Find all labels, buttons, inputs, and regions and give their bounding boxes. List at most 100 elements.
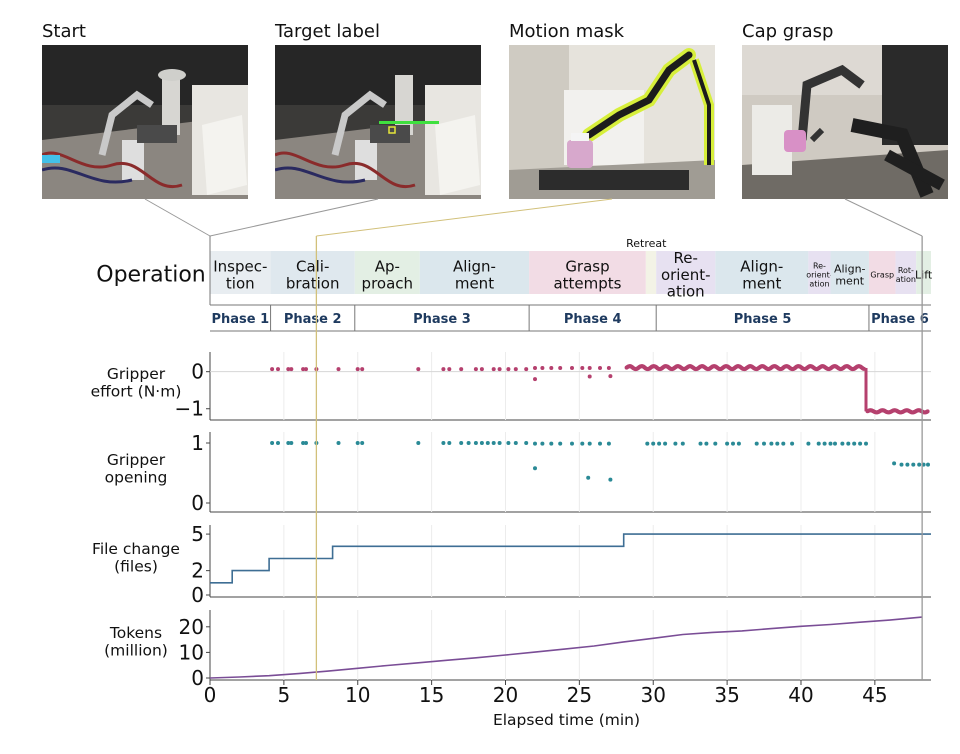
panel-opening-point-51 <box>806 441 811 446</box>
panel-opening-point-47 <box>769 441 774 446</box>
panel-effort-point-14 <box>459 367 464 372</box>
panel-opening-point-63 <box>905 462 910 467</box>
panel-opening-point-5 <box>301 441 306 445</box>
operation-segment-label-2: Cali-bration <box>286 258 340 293</box>
panel-opening-point-67 <box>926 462 930 467</box>
panel-effort-dense-2-point-75 <box>925 409 930 414</box>
x-tick-label-6: 25 <box>567 683 592 707</box>
time-markers <box>315 236 923 680</box>
panel-opening-point-1 <box>270 441 275 445</box>
panel-tokens-ytick-label-2: 10 <box>179 640 204 664</box>
panel-opening-point-69 <box>586 475 591 480</box>
panel-opening-ylabel: Gripper opening <box>105 451 168 486</box>
x-tick-label-5: 20 <box>493 683 518 707</box>
panel-opening-point-54 <box>828 441 833 446</box>
panel-tokens-ylabel: Tokens (million) <box>104 624 168 659</box>
panel-opening-point-39 <box>698 441 703 446</box>
operation-segment-9 <box>808 251 831 294</box>
panel-opening-point-18 <box>485 441 490 445</box>
photo-connector-lines <box>144 198 923 237</box>
panel-opening-point-65 <box>917 462 922 467</box>
panel-effort-point-11 <box>416 367 421 372</box>
operation-segment-label-8: Align-ment <box>740 258 783 293</box>
operation-segment-4 <box>419 251 530 294</box>
panel-opening-point-34 <box>651 441 656 446</box>
panel-effort-point-31 <box>533 377 537 382</box>
operation-segment-label-13: Lift <box>915 269 933 282</box>
panel-opening-point-2 <box>276 441 280 445</box>
panel-opening-point-56 <box>840 441 845 446</box>
panel-effort-point-28 <box>587 366 592 370</box>
connector-line-1 <box>144 198 211 237</box>
panel-effort-ylabel: Gripper effort (N·m) <box>91 365 182 400</box>
panel-effort-point-19 <box>506 367 511 372</box>
panel-effort-point-8 <box>336 367 341 372</box>
operation-segment-13 <box>916 251 931 294</box>
panel-files-line <box>210 533 931 584</box>
panel-opening-point-42 <box>725 441 730 446</box>
panel-opening-point-43 <box>731 441 735 446</box>
panel-files-ytick-label-3: 0 <box>191 583 204 607</box>
panel-opening-point-46 <box>762 441 766 446</box>
panel-effort-ytick-label-2: −1 <box>175 397 204 421</box>
panel-effort-point-5 <box>301 367 306 372</box>
panel-opening-point-3 <box>286 441 291 445</box>
panel-opening-point-70 <box>608 477 613 482</box>
operation-segment-label-10: Align-ment <box>834 262 866 287</box>
panel-opening-ytick-label-2: 0 <box>191 491 204 515</box>
panel-effort-point-9 <box>355 367 360 372</box>
operation-segment-6 <box>645 251 657 294</box>
panel-effort-point-33 <box>608 374 613 379</box>
panel-opening-point-26 <box>549 441 554 446</box>
phase-label-5: Phase 5 <box>734 312 792 327</box>
panel-opening-point-12 <box>441 441 446 445</box>
panel-effort-point-12 <box>441 367 446 372</box>
panel-files-ytick-label-1: 5 <box>191 522 204 546</box>
panel-effort-point-18 <box>497 367 502 372</box>
x-tick-label-4: 15 <box>419 683 444 707</box>
panel-opening-point-20 <box>497 441 502 445</box>
panel-opening-point-10 <box>360 441 365 445</box>
panel-opening-point-16 <box>473 441 478 445</box>
panel-opening-point-30 <box>587 441 592 446</box>
panel-opening-point-17 <box>479 441 484 445</box>
panel-opening-point-22 <box>513 441 518 445</box>
robot-arm-motion-mask-photo <box>509 45 715 199</box>
connector-line-3 <box>316 198 613 237</box>
panel-opening-point-19 <box>491 441 496 445</box>
operation-segment-7 <box>656 251 716 294</box>
photo-title-motion-mask: Motion mask <box>509 21 625 42</box>
x-tick-label-10: 45 <box>862 683 887 707</box>
panel-opening-point-58 <box>852 441 857 446</box>
panel-effort-point-27 <box>580 366 585 370</box>
panel-opening-point-49 <box>781 441 786 446</box>
panel-opening-point-14 <box>459 441 464 445</box>
panel-files-ytick-label-2: 2 <box>191 559 204 583</box>
panel-opening-point-13 <box>447 441 452 445</box>
panel-effort-point-20 <box>513 367 518 372</box>
photo-title-cap-grasp: Cap grasp <box>742 21 834 42</box>
panel-effort-point-15 <box>473 367 478 372</box>
panel-opening-point-23 <box>524 441 529 445</box>
operation-segment-11 <box>868 251 896 294</box>
panel-opening-ytick-label-1: 1 <box>191 431 204 455</box>
panel-opening-point-29 <box>580 441 585 446</box>
panel-opening-point-41 <box>713 441 718 446</box>
panel-opening-point-36 <box>663 441 668 446</box>
panel-opening: 1 0 Gripper opening <box>105 431 931 515</box>
operation-segment-8 <box>715 251 809 294</box>
panel-effort-point-1 <box>270 367 275 372</box>
panel-opening-point-15 <box>466 441 471 445</box>
operation-annotation-1: Retreat <box>626 237 667 250</box>
panel-effort-point-4 <box>289 367 294 372</box>
panel-opening-point-61 <box>892 461 897 466</box>
panel-tokens-ytick-label-1: 20 <box>179 615 204 639</box>
phase-track: Phase 1 Phase 2 Phase 3 Phase 4 Phase 5 Phase… <box>210 304 931 332</box>
operation-segment-10 <box>830 251 869 294</box>
panel-opening-point-27 <box>558 441 563 446</box>
panel-effort-point-22 <box>533 366 537 370</box>
panel-opening-point-38 <box>680 441 685 446</box>
panel-effort-point-10 <box>360 367 365 372</box>
panel-opening-point-24 <box>533 441 537 446</box>
